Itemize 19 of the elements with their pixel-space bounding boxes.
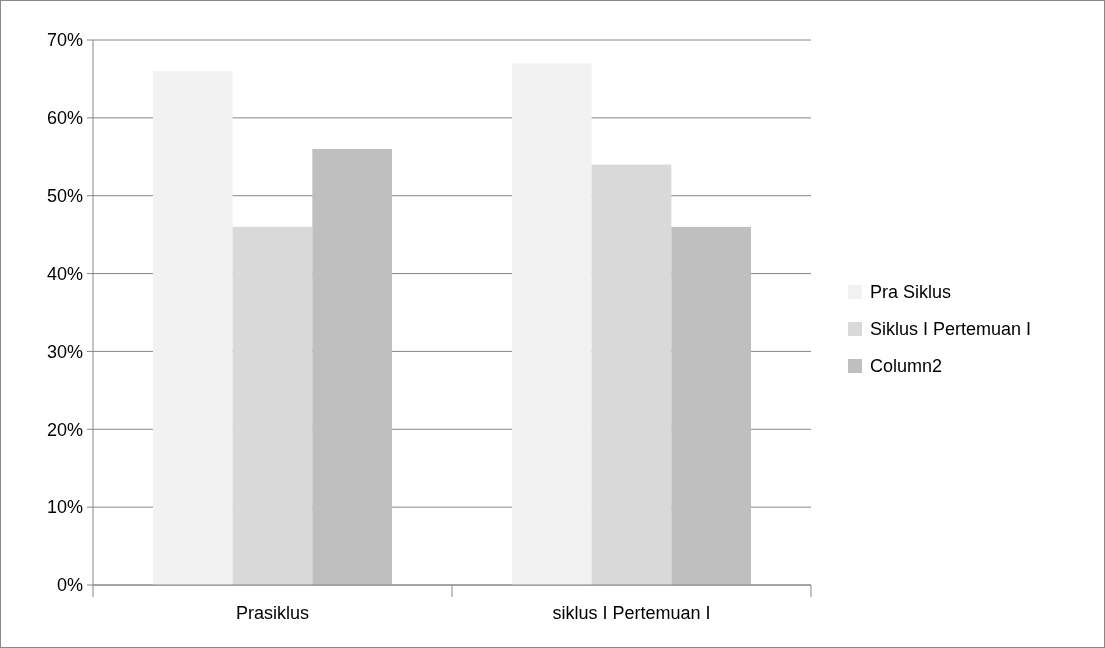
x-tick-label: siklus I Pertemuan I bbox=[552, 603, 711, 623]
y-tick-label: 40% bbox=[46, 263, 83, 284]
legend-label: Siklus I Pertemuan I bbox=[870, 319, 1032, 340]
y-tick-label: 20% bbox=[46, 419, 83, 440]
y-tick-label: 60% bbox=[46, 108, 83, 129]
y-tick-label: 10% bbox=[46, 497, 83, 518]
bar bbox=[312, 149, 393, 585]
y-tick-label: 50% bbox=[46, 186, 83, 207]
legend-label: Column2 bbox=[870, 356, 943, 377]
bar bbox=[152, 71, 233, 585]
bar bbox=[671, 226, 752, 585]
bar bbox=[591, 164, 672, 585]
bar bbox=[232, 226, 313, 585]
x-tick-label: Prasiklus bbox=[235, 603, 310, 623]
legend-label: Pra Siklus bbox=[870, 282, 952, 303]
bar bbox=[511, 63, 592, 585]
y-tick-label: 30% bbox=[46, 341, 83, 362]
y-tick-label: 0% bbox=[56, 575, 83, 596]
y-tick-label: 70% bbox=[46, 30, 83, 51]
